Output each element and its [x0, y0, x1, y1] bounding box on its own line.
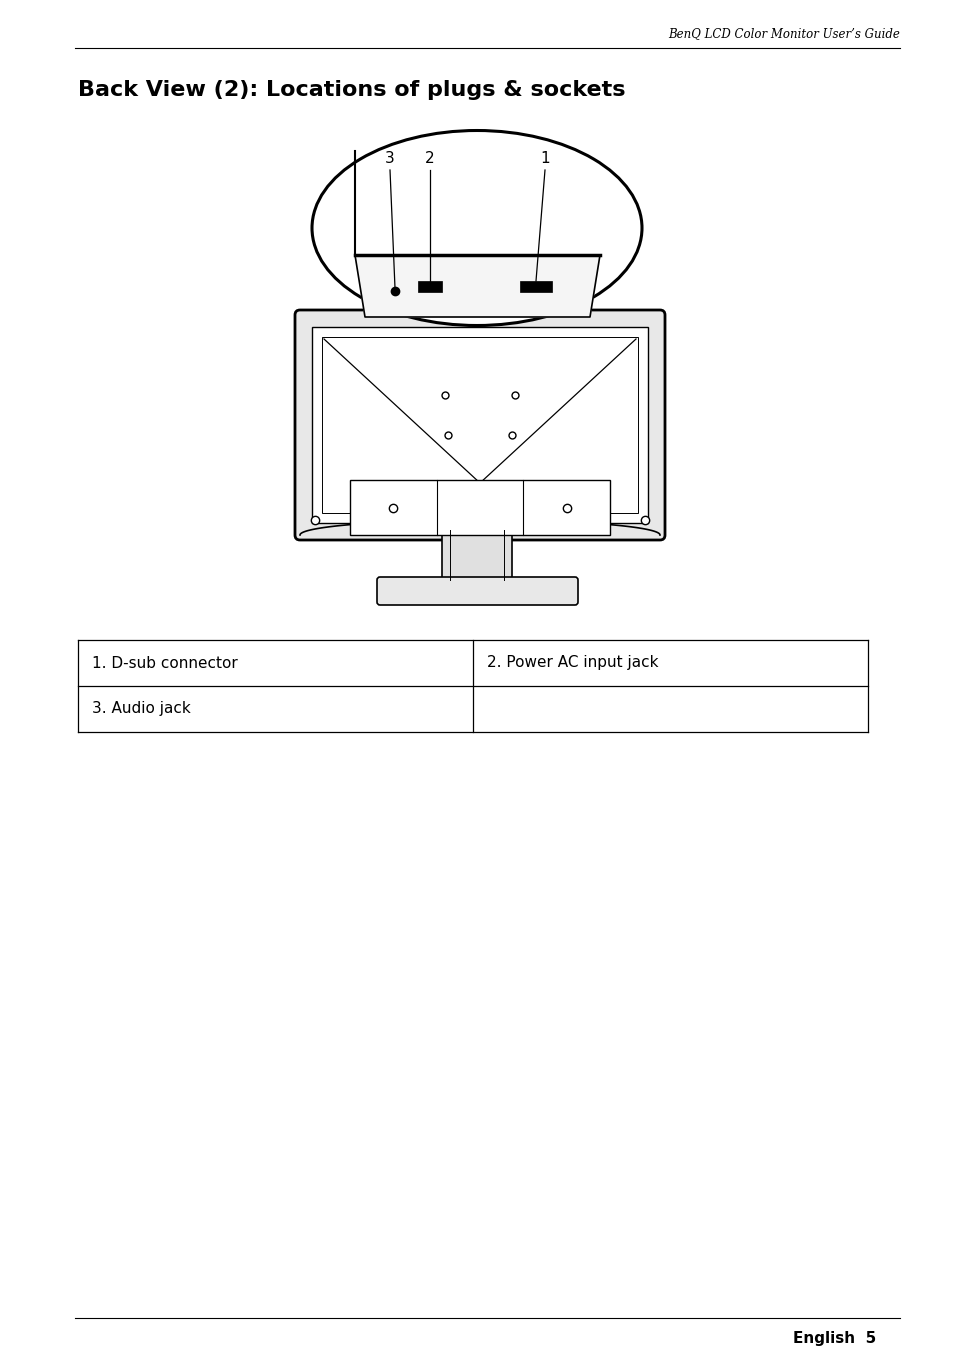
Text: 1: 1	[539, 151, 549, 166]
FancyBboxPatch shape	[322, 336, 638, 513]
FancyBboxPatch shape	[441, 530, 512, 580]
Text: 2. Power AC input jack: 2. Power AC input jack	[486, 655, 658, 670]
Text: BenQ LCD Color Monitor User’s Guide: BenQ LCD Color Monitor User’s Guide	[667, 27, 899, 41]
FancyBboxPatch shape	[376, 577, 578, 605]
FancyBboxPatch shape	[519, 281, 552, 292]
Ellipse shape	[312, 131, 641, 326]
Polygon shape	[355, 255, 599, 317]
FancyBboxPatch shape	[294, 309, 664, 540]
FancyBboxPatch shape	[417, 281, 441, 292]
Text: 3: 3	[385, 151, 395, 166]
Text: 2: 2	[425, 151, 435, 166]
Text: 1. D-sub connector: 1. D-sub connector	[91, 655, 237, 670]
Text: 3. Audio jack: 3. Audio jack	[91, 701, 191, 716]
Text: English  5: English 5	[792, 1331, 875, 1346]
FancyBboxPatch shape	[312, 327, 647, 523]
Text: Back View (2): Locations of plugs & sockets: Back View (2): Locations of plugs & sock…	[78, 80, 625, 100]
FancyBboxPatch shape	[350, 480, 609, 535]
